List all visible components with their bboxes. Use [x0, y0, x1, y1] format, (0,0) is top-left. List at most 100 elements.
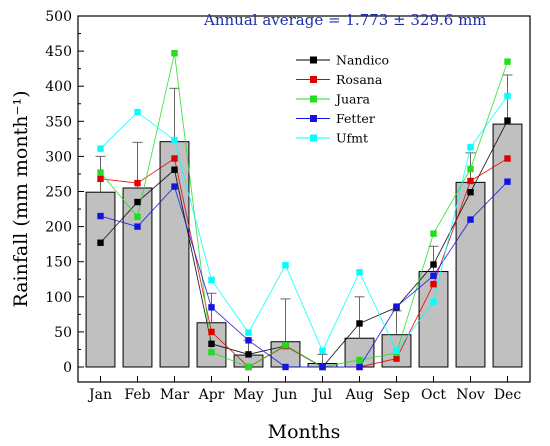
point-fetter-jun	[282, 363, 289, 371]
y-tick-label-0: 0	[63, 360, 72, 376]
point-ufmt-jun	[282, 262, 289, 269]
y-tick-label-200: 200	[45, 220, 72, 236]
x-tick-label-aug: Aug	[344, 387, 373, 403]
bar-jan	[85, 191, 116, 368]
x-axis-label: Months	[268, 421, 341, 443]
point-nandico-aug	[356, 320, 363, 327]
point-ufmt-sep	[393, 347, 400, 355]
x-tick-label-dec: Dec	[494, 387, 522, 403]
point-juara-apr	[208, 349, 215, 356]
point-fetter-jul	[319, 363, 326, 371]
series-lines-layer	[100, 53, 508, 368]
legend: Nandico Rosana Juara Fetter Ufmt	[296, 53, 389, 146]
point-nandico-oct	[430, 261, 437, 268]
point-fetter-may	[245, 337, 252, 344]
point-fetter-aug	[356, 363, 363, 371]
point-fetter-nov	[467, 216, 474, 223]
bar-mar	[159, 141, 190, 368]
point-fetter-jan	[97, 212, 104, 220]
y-tick-label-450: 450	[45, 44, 72, 60]
point-ufmt-aug	[356, 269, 363, 276]
point-ufmt-mar	[171, 137, 178, 144]
point-nandico-mar	[171, 166, 178, 173]
y-tick-label-350: 350	[45, 114, 72, 130]
bars-layer	[85, 123, 523, 368]
legend-label-juara: Juara	[334, 92, 370, 107]
point-nandico-dec	[504, 117, 511, 124]
point-rosana-feb	[134, 179, 141, 187]
point-ufmt-feb	[134, 108, 141, 116]
x-axis: Jan Feb Mar Apr May Jun Jul Aug Sep Oct Nov Dec	[87, 376, 521, 403]
point-rosana-nov	[467, 177, 474, 185]
point-fetter-sep	[393, 303, 400, 310]
point-ufmt-oct	[430, 298, 437, 305]
point-juara-jan	[97, 169, 104, 176]
series-line-ufmt	[100, 95, 508, 352]
point-juara-nov	[467, 165, 474, 173]
x-tick-label-nov: Nov	[456, 387, 485, 403]
legend-label-ufmt: Ufmt	[336, 131, 368, 146]
series-line-juara	[100, 53, 508, 368]
legend-marker-ufmt	[310, 134, 317, 142]
y-tick-label-150: 150	[45, 255, 72, 271]
x-tick-label-oct: Oct	[421, 387, 446, 403]
point-fetter-oct	[430, 272, 437, 279]
legend-marker-nandico	[310, 56, 317, 64]
point-ufmt-nov	[467, 144, 474, 151]
legend-label-rosana: Rosana	[336, 72, 383, 87]
legend-label-fetter: Fetter	[336, 111, 375, 126]
x-tick-label-feb: Feb	[124, 387, 150, 403]
y-tick-label-300: 300	[45, 149, 72, 165]
x-tick-label-apr: Apr	[198, 387, 225, 403]
series-points-layer	[97, 50, 511, 371]
bar-oct	[418, 271, 449, 368]
legend-label-nandico: Nandico	[336, 53, 389, 68]
point-juara-aug	[356, 356, 363, 364]
x-tick-label-mar: Mar	[160, 387, 190, 403]
x-tick-label-jul: Jul	[311, 387, 333, 403]
y-tick-label-100: 100	[45, 290, 72, 306]
point-juara-dec	[504, 58, 511, 65]
point-rosana-mar	[171, 155, 178, 162]
point-rosana-apr	[208, 328, 215, 336]
legend-marker-juara	[310, 95, 317, 103]
point-juara-oct	[430, 230, 437, 237]
point-fetter-dec	[504, 178, 511, 185]
x-tick-label-jan: Jan	[87, 387, 112, 403]
legend-marker-rosana	[310, 76, 317, 83]
point-fetter-mar	[171, 183, 178, 190]
point-ufmt-apr	[208, 276, 215, 284]
y-tick-label-250: 250	[45, 185, 72, 201]
point-juara-feb	[134, 213, 141, 220]
plot-frame	[77, 15, 531, 383]
point-ufmt-jul	[319, 347, 326, 355]
annual-average-annotation: Annual average = 1.773 ± 329.6 mm	[203, 11, 487, 29]
point-fetter-feb	[134, 223, 141, 230]
series-line-fetter	[100, 181, 508, 368]
point-ufmt-may	[245, 329, 252, 336]
point-nandico-nov	[467, 189, 474, 196]
point-juara-jun	[282, 342, 289, 349]
point-nandico-jan	[97, 239, 104, 246]
point-ufmt-jan	[97, 145, 104, 152]
x-tick-label-jun: Jun	[272, 387, 298, 403]
legend-marker-fetter	[310, 115, 317, 122]
point-rosana-jan	[97, 175, 104, 183]
y-tick-label-400: 400	[45, 79, 72, 95]
y-tick-label-50: 50	[54, 325, 72, 341]
y-tick-label-500: 500	[45, 9, 72, 25]
point-juara-mar	[171, 50, 178, 57]
point-nandico-feb	[134, 198, 141, 206]
y-axis: 0 50 100 150 200 250 300 350 400 450 500	[45, 9, 84, 376]
point-fetter-apr	[208, 304, 215, 311]
point-ufmt-dec	[504, 92, 511, 100]
point-rosana-sep	[393, 355, 400, 362]
x-tick-label-may: May	[233, 387, 264, 403]
point-nandico-may	[245, 351, 252, 358]
point-nandico-apr	[208, 340, 215, 348]
point-juara-may	[245, 363, 252, 371]
bar-nov	[455, 181, 486, 368]
point-rosana-dec	[504, 155, 511, 162]
y-axis-label: Rainfall (mm month⁻¹)	[10, 90, 32, 307]
